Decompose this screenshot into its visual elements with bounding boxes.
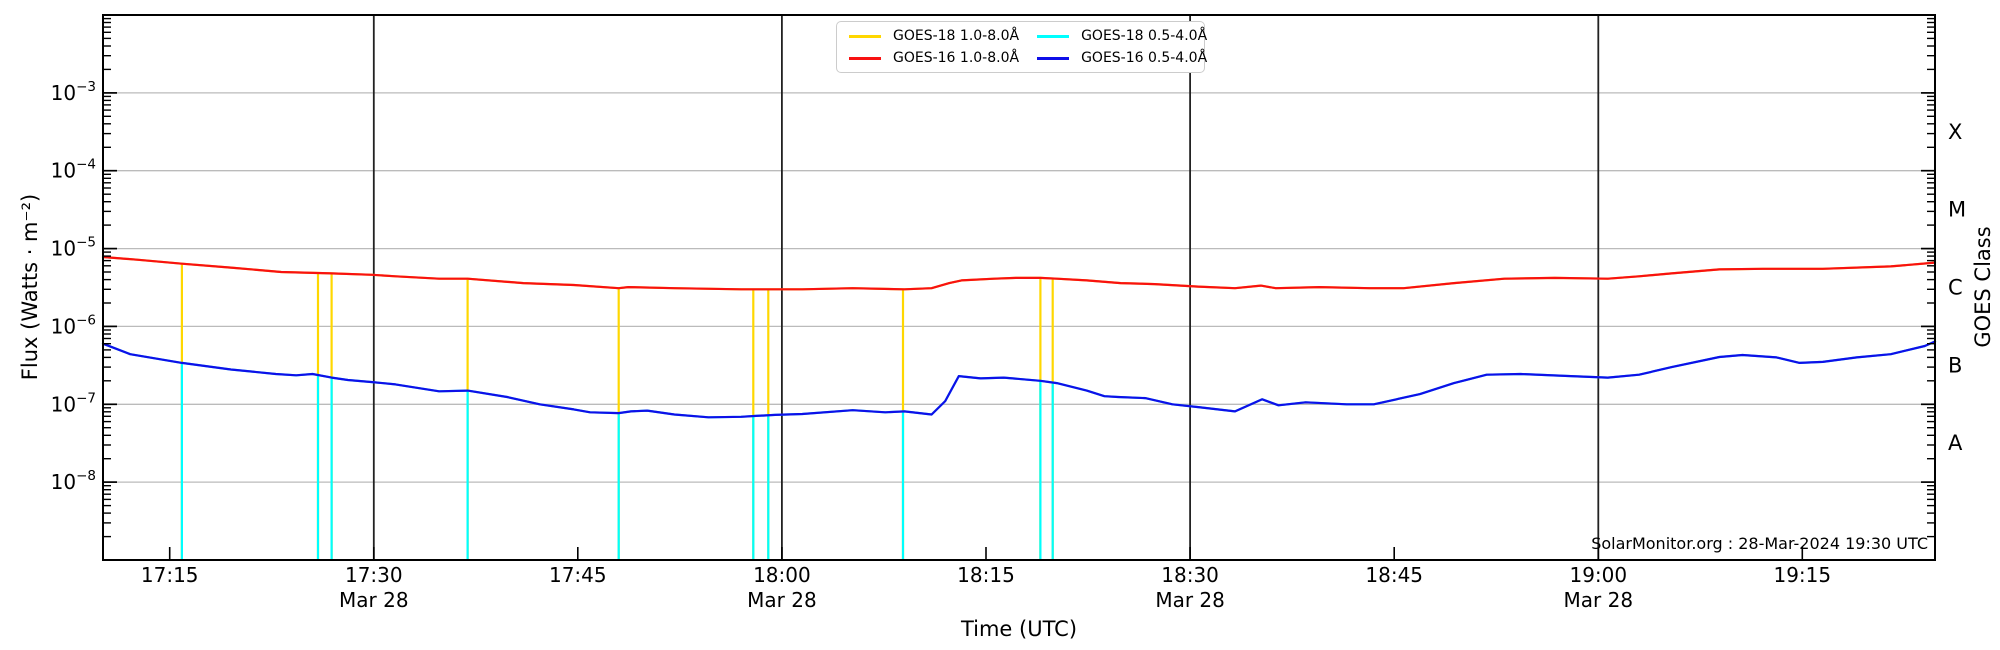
x-tick-date-label: Mar 28 [747,588,817,612]
legend-item-label: GOES-18 0.5-4.0Å [1081,28,1208,44]
series-curve-goes-16-short [101,340,1937,419]
legend-line-swatch [1037,34,1070,38]
x-tick-label: 17:30 [345,563,403,587]
goes-class-letter-a: A [1948,431,1963,455]
y-tick-label: 10−6 [51,312,96,338]
legend-item-label: GOES-16 1.0-8.0Å [893,50,1020,66]
x-tick-label: 17:15 [141,563,199,587]
y-axis-label: Flux (Watts · m⁻²) [18,193,42,381]
goes-class-letter-m: M [1948,198,1966,222]
goes-class-letter-b: B [1948,353,1962,377]
x-tick-label: 17:45 [549,563,607,587]
x-axis-label: Time (UTC) [960,617,1078,641]
right-axis-label: GOES Class [1971,226,1995,348]
y-tick-label: 10−5 [51,235,96,261]
legend-item: GOES-18 1.0-8.0Å [849,29,1019,43]
legend-item: GOES-16 0.5-4.0Å [1037,51,1207,65]
plot-border [102,14,1936,561]
series-curve-goes-16-long [101,255,1937,291]
legend-item-label: GOES-16 0.5-4.0Å [1081,50,1208,66]
y-tick-label: 10−3 [51,79,96,105]
x-tick-label: 19:00 [1569,563,1627,587]
legend-item: GOES-18 0.5-4.0Å [1037,29,1207,43]
x-tick-label: 19:15 [1773,563,1831,587]
goes-class-letter-c: C [1948,276,1963,300]
x-tick-date-label: Mar 28 [1155,588,1225,612]
y-tick-label: 10−8 [51,468,96,494]
legend-line-swatch [1037,56,1070,60]
x-tick-label: 18:45 [1365,563,1423,587]
x-tick-label: 18:30 [1161,563,1219,587]
x-tick-label: 18:00 [753,563,811,587]
y-tick-label: 10−4 [51,157,96,183]
x-tick-date-label: Mar 28 [1564,588,1634,612]
legend-item: GOES-16 1.0-8.0Å [849,51,1019,65]
goes-class-letter-x: X [1948,120,1962,144]
legend-line-swatch [849,56,881,60]
x-tick-date-label: Mar 28 [339,588,409,612]
watermark-text: SolarMonitor.org : 28-Mar-2024 19:30 UTC [1591,534,1928,553]
series-curve-goes-18-long [101,255,1937,291]
legend: GOES-18 1.0-8.0Å GOES-16 1.0-8.0Å GOES-18 … [836,21,1207,73]
legend-item-label: GOES-18 1.0-8.0Å [893,28,1020,44]
legend-line-swatch [849,34,881,38]
x-tick-label: 18:15 [957,563,1015,587]
y-tick-label: 10−7 [51,390,96,416]
